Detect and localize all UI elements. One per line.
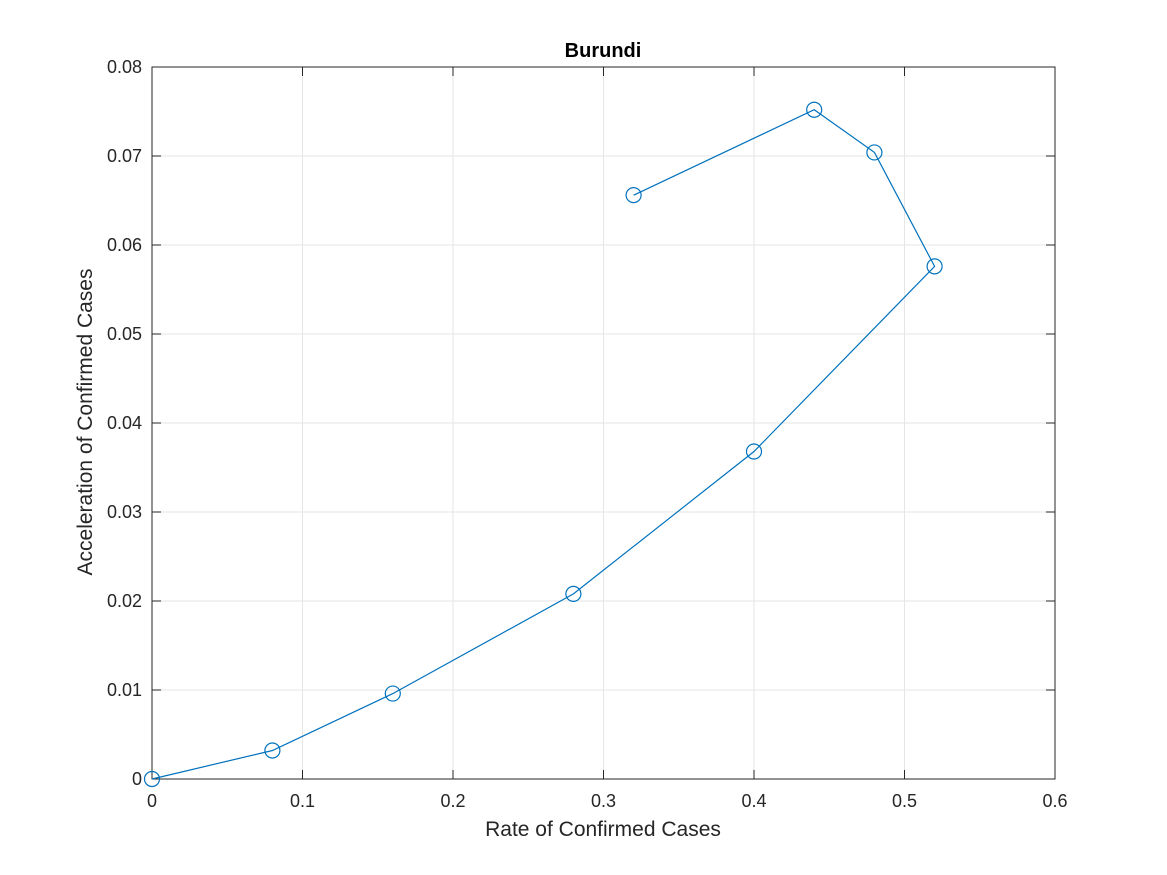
chart-title: Burundi — [565, 40, 642, 62]
y-tick-label: 0.07 — [107, 146, 142, 166]
y-tick-label: 0.03 — [107, 502, 142, 522]
y-tick-label: 0.05 — [107, 324, 142, 344]
data-point-marker — [264, 742, 281, 759]
x-tick-label: 0.1 — [290, 791, 315, 811]
data-point-marker — [625, 187, 642, 204]
data-point-marker — [565, 585, 582, 602]
y-tick-labels: 0 0.01 0.02 0.03 0.04 0.05 0.06 0.07 0.08 — [107, 57, 142, 789]
y-tick-label: 0.08 — [107, 57, 142, 77]
series-line — [151, 109, 936, 780]
y-tick-label: 0.01 — [107, 680, 142, 700]
data-point-marker — [866, 144, 883, 161]
data-point-marker — [806, 101, 823, 118]
x-tick-label: 0.3 — [591, 791, 616, 811]
x-tick-label: 0.2 — [440, 791, 465, 811]
y-axis-title: Acceleration of Confirmed Cases — [74, 269, 97, 576]
data-point-marker — [143, 770, 161, 788]
data-point-marker — [745, 443, 763, 460]
x-tick-labels: 0 0.1 0.2 0.3 0.4 0.5 0.6 — [147, 791, 1068, 811]
x-tick-label: 0.6 — [1042, 791, 1067, 811]
y-tick-label: 0.04 — [107, 413, 142, 433]
y-tick-label: 0 — [132, 769, 142, 789]
series — [143, 101, 943, 788]
grid — [152, 67, 1055, 779]
data-point-marker — [384, 685, 401, 702]
axes — [151, 66, 1056, 780]
data-point-marker — [926, 258, 943, 275]
x-axis-title: Rate of Confirmed Cases — [485, 818, 721, 841]
axes-box — [151, 66, 1056, 780]
x-tick-label: 0.5 — [892, 791, 917, 811]
y-tick-label: 0.06 — [107, 235, 142, 255]
x-tick-label: 0.4 — [741, 791, 766, 811]
x-tick-label: 0 — [147, 791, 157, 811]
y-tick-label: 0.02 — [107, 591, 142, 611]
